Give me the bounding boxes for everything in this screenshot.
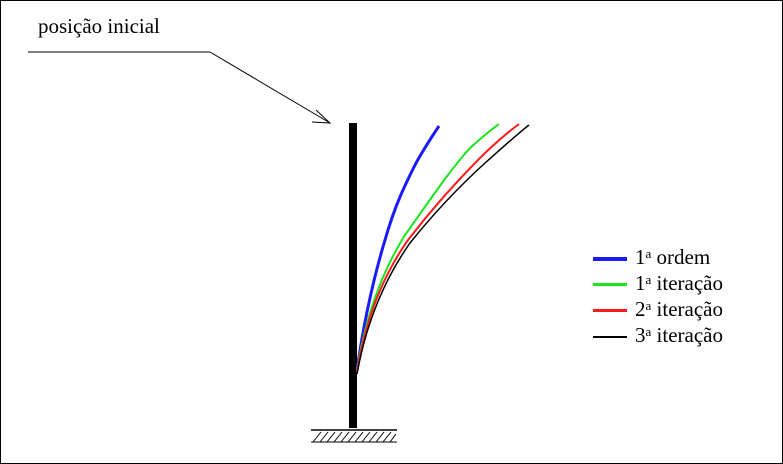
legend: 1a ordem 1a iteração 2a iteração 3a iter… [593,244,783,348]
legend-swatch-iteration-3 [593,336,627,338]
legend-swatch-iteration-1 [593,283,627,286]
initial-column [349,123,357,428]
legend-item-iteration-1: 1a iteração [593,270,783,296]
legend-swatch-first-order [593,257,627,261]
curve-iteration-2 [356,123,520,373]
legend-item-iteration-2: 2a iteração [593,296,783,322]
legend-item-iteration-3: 3a iteração [593,322,783,348]
legend-label-first-order: 1a ordem [635,245,711,269]
pointer-arrow-line [209,51,331,124]
legend-item-first-order: 1a ordem [593,244,783,270]
fixed-support [311,429,397,443]
legend-label-iteration-1: 1a iteração [635,271,723,295]
legend-label-iteration-2: 2a iteração [635,297,723,321]
curve-iteration-3 [356,124,530,375]
curve-iteration-1 [356,123,500,371]
pointer-arrowhead [311,109,332,124]
curve-first-order [355,125,441,371]
legend-swatch-iteration-2 [593,309,627,312]
legend-label-iteration-3: 3a iteração [635,323,723,347]
initial-position-label: posição inicial [38,14,160,38]
